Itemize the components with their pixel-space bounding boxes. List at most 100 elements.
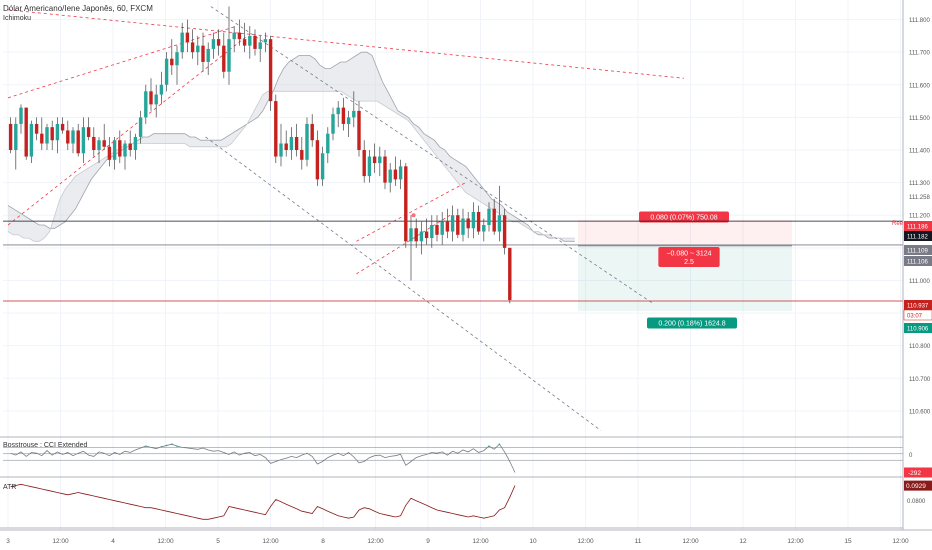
time-tick: 9	[426, 538, 430, 545]
candle-body	[450, 215, 455, 232]
candles[interactable]	[8, 6, 512, 304]
candle-body	[502, 215, 507, 248]
candle	[409, 215, 413, 281]
candle-body	[149, 91, 153, 105]
candle-body	[170, 58, 174, 66]
candle-body	[310, 123, 314, 141]
entry-label-sub: 2.5	[684, 259, 694, 266]
candle-body	[393, 169, 398, 180]
candle	[154, 84, 158, 118]
candle	[258, 35, 262, 62]
candle-body	[258, 42, 262, 49]
candle	[367, 150, 372, 183]
candle-body	[92, 136, 96, 151]
price-tag-bg	[904, 245, 932, 255]
candle	[118, 130, 122, 164]
candle-body	[86, 127, 91, 137]
candle-body	[211, 39, 216, 49]
candle	[466, 211, 470, 239]
time-tick: 12:00	[682, 538, 699, 545]
price-tick: 111.200	[909, 214, 930, 220]
time-axis[interactable]: 3 12:00 4 12:00 5 12:00 8 12:00 9 12:00 10 12:00 11 1…	[0, 529, 932, 545]
candle-body	[237, 32, 242, 40]
candle-body	[497, 215, 502, 232]
time-tick: 12:00	[577, 538, 594, 545]
price-tag-bg	[904, 300, 932, 310]
candle	[40, 117, 44, 151]
candle	[253, 29, 257, 56]
cci-high	[145, 445, 147, 447]
candle	[76, 123, 80, 157]
candle-body	[232, 32, 236, 40]
candle-body	[123, 143, 127, 157]
candle	[180, 22, 184, 59]
candle	[450, 205, 455, 242]
cci-line	[10, 443, 516, 473]
candle	[97, 136, 101, 164]
candle-body	[388, 169, 392, 183]
candle-body	[190, 42, 195, 53]
candle	[133, 133, 138, 160]
price-axis[interactable]: 111.800 111.700 111.600 111.500 111.400 111.3…	[902, 0, 932, 530]
target-label-text: 0.200 (0.18%) 1624.8	[658, 321, 725, 328]
price-tick: 110.800	[909, 344, 931, 350]
time-tick: 4	[111, 538, 115, 545]
candle	[352, 91, 356, 128]
price-label: 111.258	[909, 195, 930, 201]
candle	[388, 163, 392, 193]
candle-body	[456, 215, 460, 235]
cci-pane[interactable]: 0 -292	[0, 436, 932, 478]
candle-body	[248, 35, 252, 46]
time-tick: 12:00	[52, 538, 69, 545]
symbol-title: Dólar Americano/Iene Japonês, 60, FXCM	[3, 4, 153, 13]
candle-body	[8, 123, 13, 151]
candle-body	[445, 221, 450, 232]
candle	[461, 208, 465, 242]
candle-body	[107, 146, 112, 160]
candle	[81, 117, 86, 164]
candle-body	[284, 143, 288, 151]
candle-body	[206, 48, 210, 62]
candle	[128, 130, 132, 157]
candle	[268, 35, 273, 111]
time-tick: 10	[529, 538, 537, 545]
alert-dot	[411, 213, 416, 218]
candle	[34, 117, 39, 141]
candle-body	[487, 208, 491, 226]
time-tick: 12:00	[892, 538, 909, 545]
candle	[274, 94, 278, 164]
candle	[398, 159, 403, 190]
time-tick: 3	[6, 538, 10, 545]
candle	[404, 163, 408, 248]
cci-value: -292	[908, 470, 921, 477]
candle-body	[424, 231, 429, 239]
candle-body	[50, 127, 54, 141]
atr-pane[interactable]: 0.0929 0.0800	[0, 480, 932, 529]
stop-label-bg	[639, 211, 729, 223]
candle-body	[112, 140, 117, 160]
time-tick: 11	[635, 538, 642, 545]
cloud-span-b	[7, 90, 575, 242]
candle	[45, 123, 49, 151]
candle-body	[430, 225, 434, 239]
grid	[3, 0, 903, 530]
candle-body	[404, 166, 408, 242]
candle-body	[357, 110, 361, 151]
candle-body	[315, 140, 320, 180]
candle	[232, 26, 236, 53]
candle	[435, 215, 439, 242]
candle	[305, 117, 309, 167]
candle-body	[175, 52, 179, 66]
candle-body	[14, 123, 18, 151]
candle-body	[154, 94, 158, 105]
candle-body	[24, 107, 28, 157]
candle-body	[118, 140, 122, 157]
candle	[487, 202, 491, 232]
candle	[237, 19, 242, 46]
candle-body	[185, 32, 190, 43]
candle-body	[274, 101, 278, 157]
candle	[331, 107, 335, 141]
candle-body	[294, 136, 299, 151]
